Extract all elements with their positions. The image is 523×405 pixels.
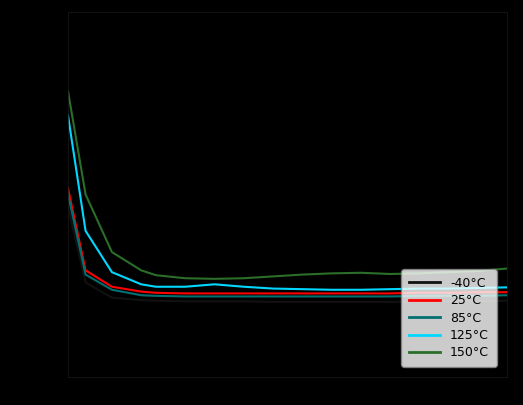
- 125°C: [446, 286, 452, 291]
- 25°C: [270, 291, 276, 296]
- 85°C: [446, 293, 452, 298]
- 125°C: [153, 284, 159, 289]
- 150°C: [299, 272, 305, 277]
- Line: 150°C: 150°C: [68, 91, 507, 279]
- 25°C: [153, 290, 159, 295]
- -40°C: [83, 280, 89, 285]
- 150°C: [153, 273, 159, 278]
- Line: 125°C: 125°C: [68, 115, 507, 290]
- 125°C: [211, 282, 218, 287]
- 150°C: [65, 89, 71, 94]
- -40°C: [328, 299, 335, 305]
- 85°C: [328, 294, 335, 299]
- -40°C: [109, 295, 115, 300]
- -40°C: [504, 298, 510, 303]
- -40°C: [270, 299, 276, 305]
- 25°C: [299, 291, 305, 296]
- 25°C: [65, 186, 71, 191]
- 25°C: [387, 291, 393, 296]
- -40°C: [182, 299, 188, 304]
- -40°C: [138, 298, 144, 303]
- 125°C: [109, 270, 115, 275]
- 25°C: [109, 284, 115, 289]
- -40°C: [241, 299, 247, 304]
- 85°C: [358, 294, 364, 299]
- 125°C: [475, 286, 481, 290]
- 150°C: [358, 271, 364, 275]
- Line: 85°C: 85°C: [68, 194, 507, 296]
- -40°C: [358, 299, 364, 305]
- 150°C: [446, 270, 452, 275]
- 125°C: [387, 287, 393, 292]
- 85°C: [387, 294, 393, 299]
- 85°C: [475, 293, 481, 298]
- -40°C: [446, 299, 452, 304]
- -40°C: [299, 299, 305, 305]
- -40°C: [416, 299, 423, 304]
- 150°C: [241, 276, 247, 281]
- 85°C: [241, 294, 247, 299]
- 125°C: [65, 113, 71, 118]
- -40°C: [211, 299, 218, 304]
- Line: -40°C: -40°C: [68, 207, 507, 302]
- 25°C: [182, 291, 188, 296]
- 125°C: [83, 228, 89, 233]
- 25°C: [241, 291, 247, 296]
- 25°C: [475, 290, 481, 295]
- 150°C: [504, 266, 510, 271]
- 85°C: [109, 288, 115, 292]
- 85°C: [416, 293, 423, 298]
- Line: 25°C: 25°C: [68, 188, 507, 293]
- -40°C: [65, 204, 71, 209]
- 25°C: [416, 290, 423, 295]
- 150°C: [138, 268, 144, 273]
- 125°C: [328, 288, 335, 292]
- 85°C: [270, 294, 276, 299]
- 85°C: [182, 294, 188, 299]
- 150°C: [83, 192, 89, 197]
- 150°C: [416, 271, 423, 276]
- -40°C: [153, 298, 159, 303]
- 150°C: [109, 249, 115, 254]
- 25°C: [328, 291, 335, 296]
- 150°C: [182, 276, 188, 281]
- 125°C: [241, 284, 247, 289]
- 25°C: [83, 268, 89, 273]
- 85°C: [153, 293, 159, 298]
- 85°C: [504, 293, 510, 298]
- 25°C: [358, 291, 364, 296]
- 25°C: [446, 290, 452, 295]
- 150°C: [270, 274, 276, 279]
- 150°C: [475, 269, 481, 273]
- 125°C: [182, 284, 188, 289]
- 85°C: [138, 293, 144, 298]
- 150°C: [387, 271, 393, 276]
- 85°C: [299, 294, 305, 299]
- Legend: -40°C, 25°C, 85°C, 125°C, 150°C: -40°C, 25°C, 85°C, 125°C, 150°C: [402, 269, 497, 367]
- -40°C: [387, 299, 393, 305]
- -40°C: [475, 299, 481, 304]
- 25°C: [138, 289, 144, 294]
- 25°C: [211, 291, 218, 296]
- 125°C: [504, 285, 510, 290]
- 150°C: [211, 276, 218, 281]
- 125°C: [358, 288, 364, 292]
- 85°C: [83, 272, 89, 277]
- 125°C: [416, 286, 423, 291]
- 125°C: [138, 282, 144, 287]
- 25°C: [504, 290, 510, 295]
- 85°C: [65, 192, 71, 197]
- 125°C: [299, 287, 305, 292]
- 125°C: [270, 286, 276, 291]
- 85°C: [211, 294, 218, 299]
- 150°C: [328, 271, 335, 276]
